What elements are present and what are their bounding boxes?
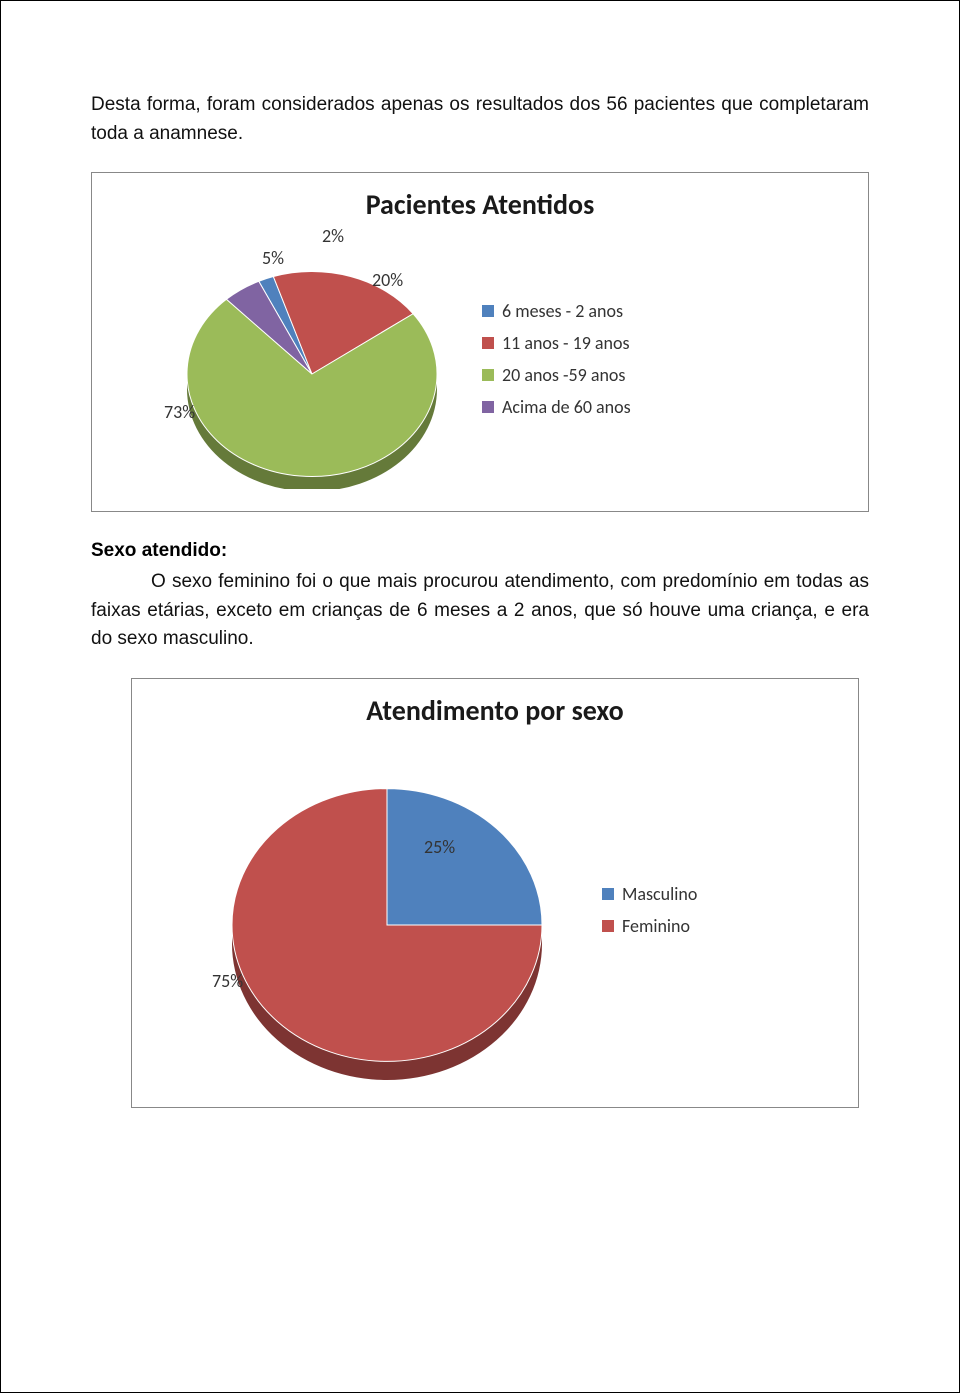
chart2-svg	[192, 740, 572, 1080]
legend-swatch	[482, 401, 494, 413]
legend-item: Masculino	[602, 883, 838, 905]
slice-pct-label: 25%	[424, 836, 455, 858]
document-page: Desta forma, foram considerados apenas o…	[0, 0, 960, 1393]
section-heading-sexo: Sexo atendido:	[91, 540, 869, 562]
legend-item: Feminino	[602, 915, 838, 937]
chart1-body: 2%20%73%5% 6 meses - 2 anos11 anos - 19 …	[112, 230, 848, 488]
slice-pct-label: 73%	[164, 401, 195, 423]
legend-label: 20 anos -59 anos	[502, 364, 625, 386]
legend-item: 20 anos -59 anos	[482, 364, 848, 386]
pie-slice	[387, 788, 542, 924]
chart-pacientes-atendidos: Pacientes Atentidos 2% 20% 73% 5% 6 meses -…	[91, 172, 869, 512]
chart1-legend: 6 meses - 2 anos 11 anos - 19 anos 20 anos…	[452, 300, 848, 418]
slice-pct-label: 75%	[212, 970, 243, 992]
chart2-pie: 25% 75%	[192, 740, 572, 1080]
legend-swatch	[602, 888, 614, 900]
legend-swatch	[482, 305, 494, 317]
intro-paragraph: Desta forma, foram considerados apenas o…	[91, 91, 869, 148]
legend-item: Acima de 60 anos	[482, 396, 848, 418]
legend-label: 11 anos - 19 anos	[502, 332, 630, 354]
legend-label: Acima de 60 anos	[502, 396, 631, 418]
legend-label: Feminino	[622, 915, 690, 937]
sexo-paragraph: O sexo feminino foi o que mais procurou …	[91, 568, 869, 654]
chart1-pie: 2%20%73%5%	[152, 229, 452, 489]
legend-item: 11 anos - 19 anos	[482, 332, 848, 354]
legend-swatch	[482, 337, 494, 349]
chart1-title: Pacientes Atentidos	[112, 187, 848, 222]
slice-pct-label: 20%	[372, 269, 403, 291]
legend-swatch	[482, 369, 494, 381]
chart2-title: Atendimento por sexo	[152, 693, 838, 728]
legend-swatch	[602, 920, 614, 932]
legend-label: Masculino	[622, 883, 697, 905]
slice-pct-label: 2%	[322, 225, 344, 247]
chart2-legend: Masculino Feminino	[572, 883, 838, 937]
slice-pct-label: 5%	[262, 247, 284, 269]
chart-atendimento-por-sexo: Atendimento por sexo 25% 75% Masculino Fem…	[131, 678, 859, 1108]
chart1-svg	[152, 229, 452, 489]
chart2-body: 25% 75% Masculino Feminino	[152, 736, 838, 1084]
legend-item: 6 meses - 2 anos	[482, 300, 848, 322]
legend-label: 6 meses - 2 anos	[502, 300, 623, 322]
